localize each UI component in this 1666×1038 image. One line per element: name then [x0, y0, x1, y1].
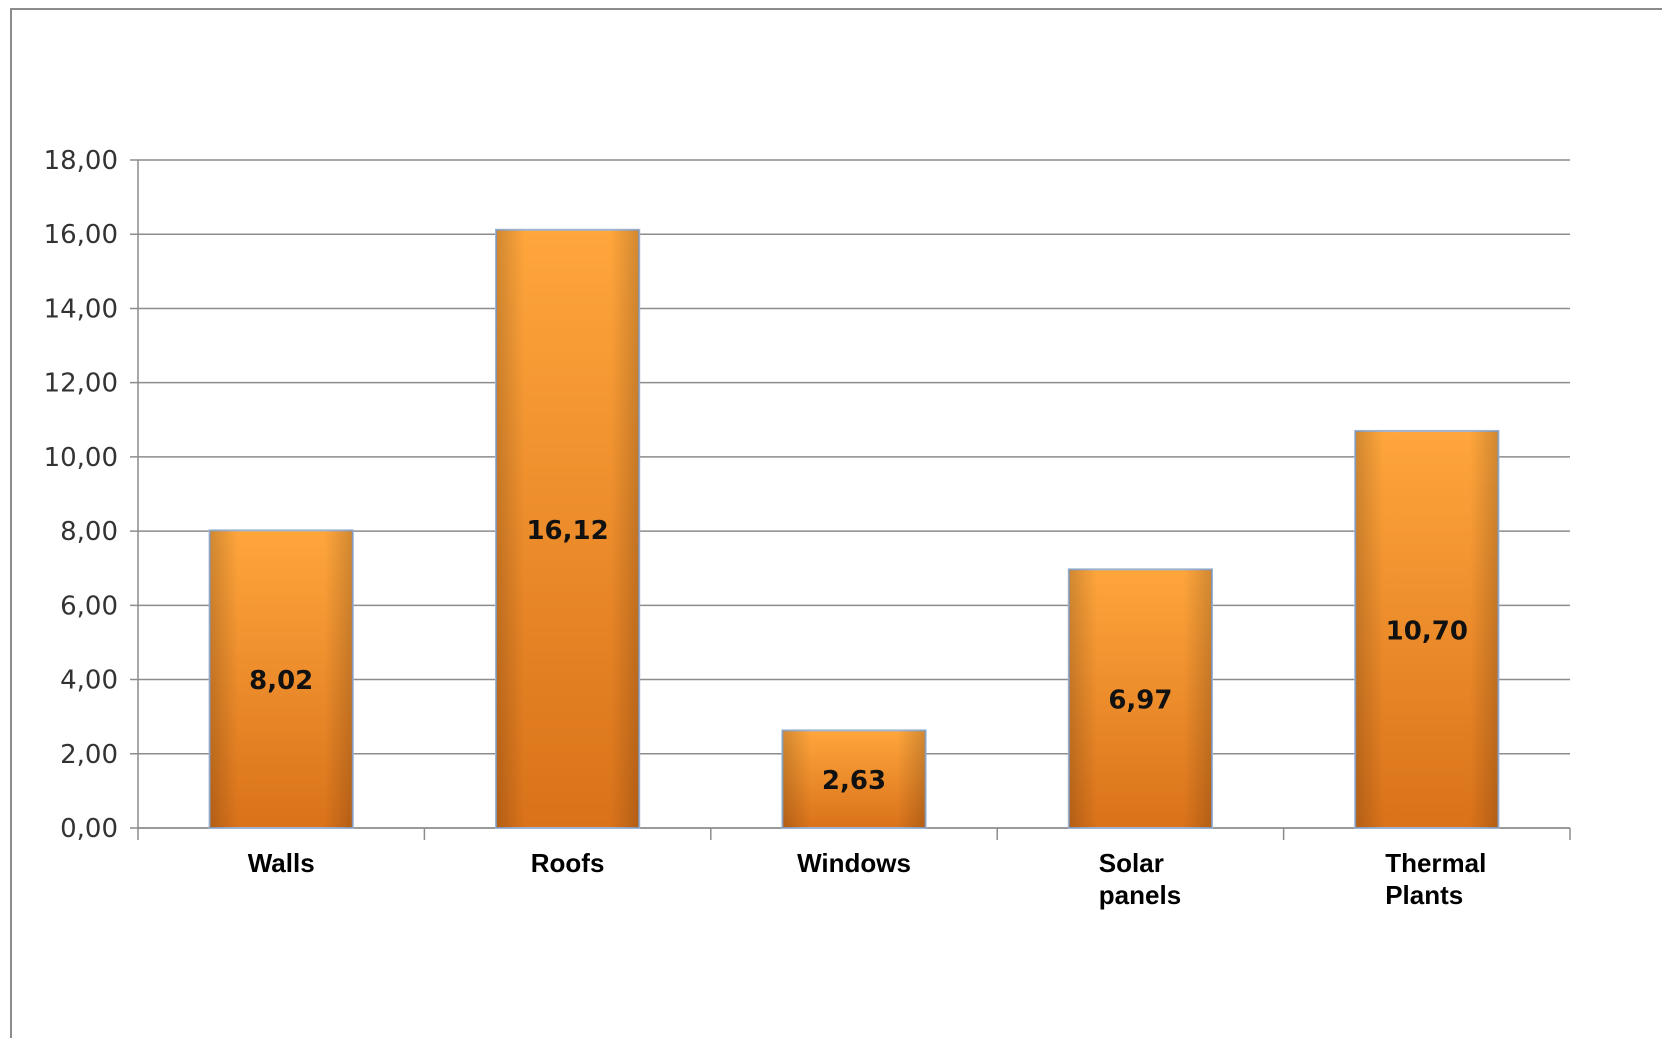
- y-tick-label: 14,00: [44, 294, 118, 324]
- bar-shading: [1068, 569, 1212, 828]
- x-tick-label: Windows: [797, 848, 911, 878]
- labels: 0,00 2,00 4,00 6,00 8,00 10,00 12,00 14,00 16,00…: [44, 146, 1487, 910]
- x-tick-label: Roofs: [531, 848, 605, 878]
- y-tick-label: 4,00: [60, 666, 118, 696]
- x-tick-label-line: Thermal: [1385, 848, 1486, 878]
- y-tick-label: 10,00: [44, 443, 118, 473]
- data-label: 8,02: [249, 666, 313, 696]
- bars: [208, 228, 1500, 830]
- data-label: 16,12: [526, 516, 608, 546]
- bar-shading: [209, 530, 353, 828]
- x-tick-label-line: Plants: [1385, 880, 1463, 910]
- y-tick-label: 8,00: [60, 517, 118, 547]
- y-tick-label: 6,00: [60, 591, 118, 621]
- x-tick-label-line: panels: [1099, 880, 1181, 910]
- y-tick-label: 12,00: [44, 369, 118, 399]
- x-tick-label: Walls: [248, 848, 315, 878]
- bar-shading: [782, 730, 926, 828]
- bar-shading: [496, 229, 640, 828]
- y-tick-label: 2,00: [60, 740, 118, 770]
- chart-frame: [10, 8, 1662, 1038]
- bar-shading: [1355, 430, 1499, 828]
- x-tick-label: Thermal Plants: [1385, 848, 1486, 910]
- y-tick-label: 16,00: [44, 220, 118, 250]
- data-label: 6,97: [1108, 686, 1172, 716]
- y-tick-label: 18,00: [44, 146, 118, 176]
- data-label: 2,63: [822, 766, 886, 796]
- y-tick-label: 0,00: [60, 814, 118, 844]
- x-tick-label: Solar panels: [1099, 848, 1181, 910]
- x-tick-label-line: Solar: [1099, 848, 1164, 878]
- data-label: 10,70: [1386, 616, 1468, 646]
